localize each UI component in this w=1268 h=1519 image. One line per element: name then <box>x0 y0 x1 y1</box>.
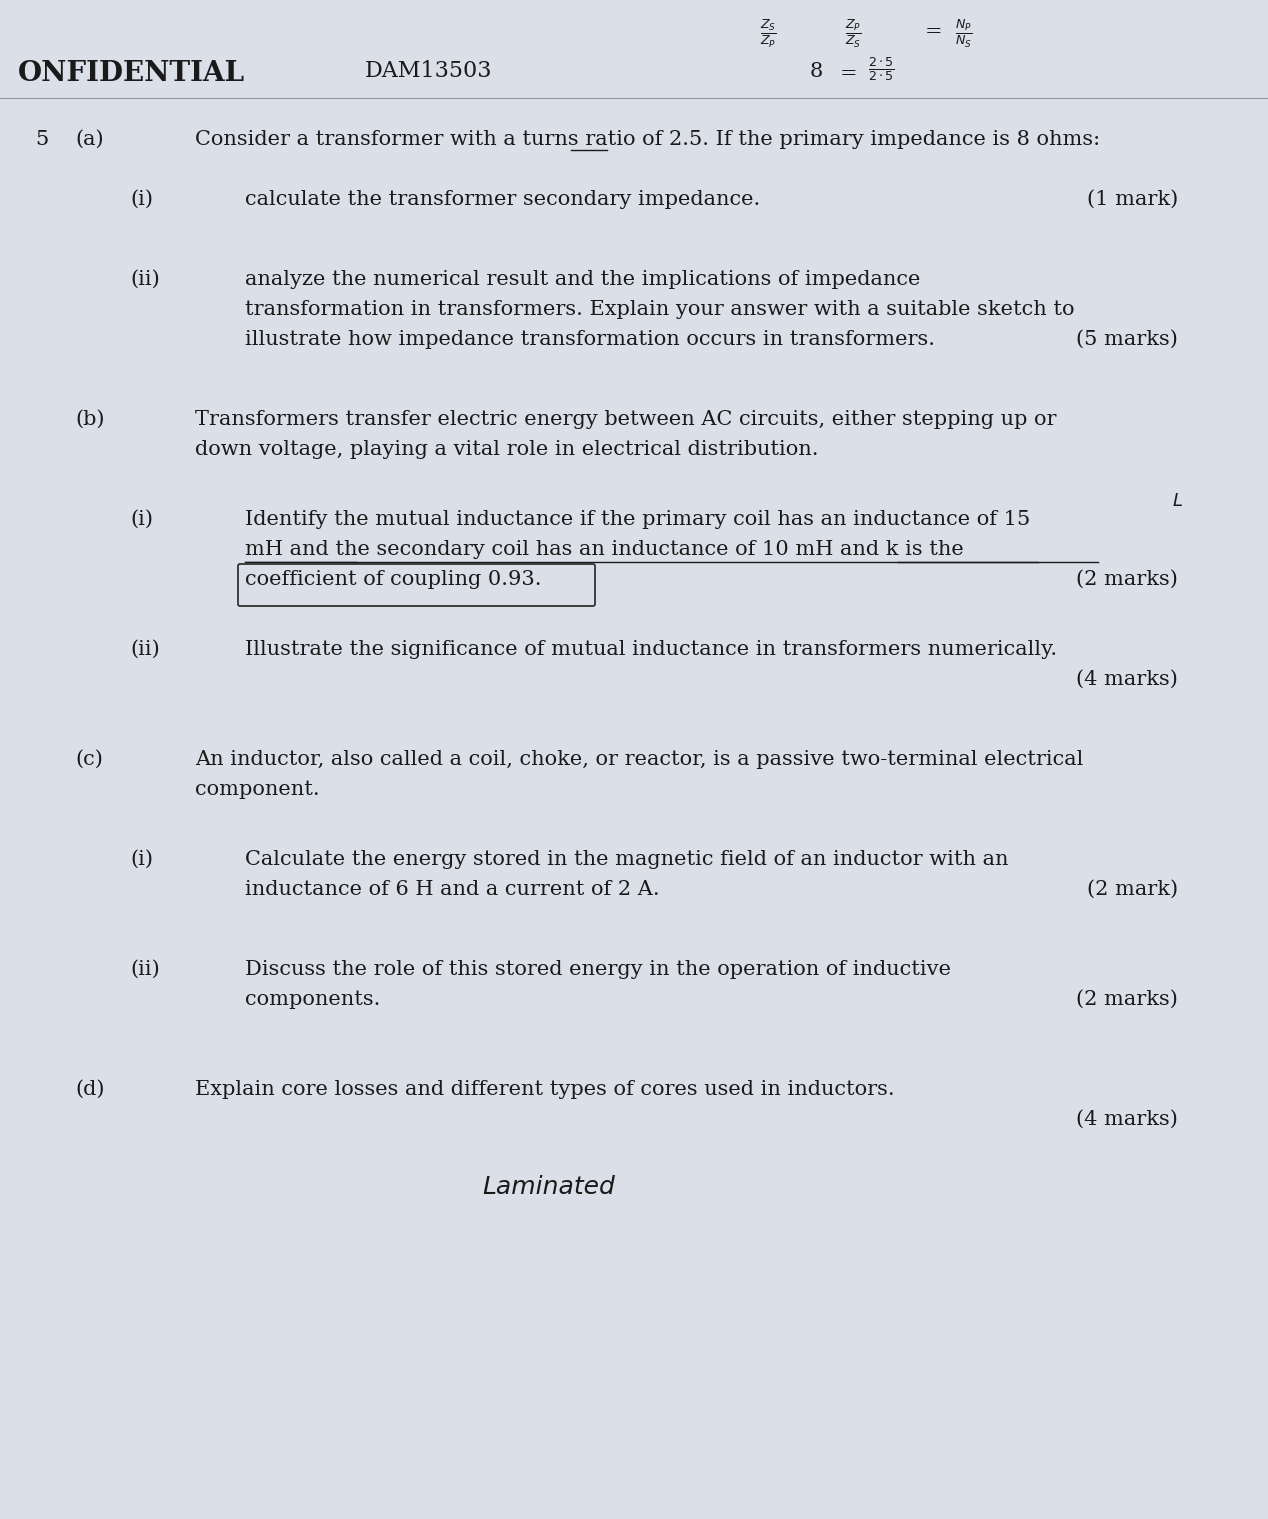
Text: (4 marks): (4 marks) <box>1077 1110 1178 1129</box>
Text: 5: 5 <box>36 131 48 149</box>
Text: (ii): (ii) <box>131 270 160 289</box>
Text: (b): (b) <box>75 410 104 428</box>
Text: An inductor, also called a coil, choke, or reactor, is a passive two-terminal el: An inductor, also called a coil, choke, … <box>195 750 1083 769</box>
Text: L: L <box>1173 492 1183 510</box>
Text: mH and the secondary coil has an inductance of 10 mH and k is the: mH and the secondary coil has an inducta… <box>245 539 964 559</box>
Text: =: = <box>924 21 942 41</box>
Text: (i): (i) <box>131 851 153 869</box>
Text: (2 marks): (2 marks) <box>1077 570 1178 589</box>
Text: transformation in transformers. Explain your answer with a suitable sketch to: transformation in transformers. Explain … <box>245 299 1074 319</box>
Text: (2 marks): (2 marks) <box>1077 990 1178 1009</box>
Text: Explain core losses and different types of cores used in inductors.: Explain core losses and different types … <box>195 1080 895 1100</box>
Text: Discuss the role of this stored energy in the operation of inductive: Discuss the role of this stored energy i… <box>245 960 951 980</box>
Text: $\frac{N_P}{N_S}$: $\frac{N_P}{N_S}$ <box>955 18 973 50</box>
Text: Consider a transformer with a turns ratio of 2.5. If the primary impedance is 8 : Consider a transformer with a turns rati… <box>195 131 1101 149</box>
Text: component.: component. <box>195 779 320 799</box>
Text: =: = <box>839 64 857 84</box>
Text: $\frac{Z_P}{Z_S}$: $\frac{Z_P}{Z_S}$ <box>844 18 862 50</box>
Text: $\frac{2\cdot5}{2\cdot5}$: $\frac{2\cdot5}{2\cdot5}$ <box>869 55 895 84</box>
Text: (4 marks): (4 marks) <box>1077 670 1178 690</box>
Text: Transformers transfer electric energy between AC circuits, either stepping up or: Transformers transfer electric energy be… <box>195 410 1056 428</box>
Text: inductance of 6 H and a current of 2 A.: inductance of 6 H and a current of 2 A. <box>245 880 659 899</box>
Text: $\frac{Z_S}{Z_P}$: $\frac{Z_S}{Z_P}$ <box>760 18 777 50</box>
Text: Illustrate the significance of mutual inductance in transformers numerically.: Illustrate the significance of mutual in… <box>245 639 1058 659</box>
Text: (c): (c) <box>75 750 103 769</box>
Text: Calculate the energy stored in the magnetic field of an inductor with an: Calculate the energy stored in the magne… <box>245 851 1008 869</box>
Text: 8: 8 <box>810 62 823 81</box>
Text: coefficient of coupling 0.93.: coefficient of coupling 0.93. <box>245 570 541 589</box>
Text: DAM13503: DAM13503 <box>365 59 492 82</box>
Text: (1 mark): (1 mark) <box>1087 190 1178 210</box>
Text: (i): (i) <box>131 190 153 210</box>
Text: components.: components. <box>245 990 380 1009</box>
Text: Laminated: Laminated <box>482 1176 615 1198</box>
Text: (d): (d) <box>75 1080 104 1100</box>
Text: ONFIDENTIAL: ONFIDENTIAL <box>18 59 245 87</box>
Text: (ii): (ii) <box>131 639 160 659</box>
Text: calculate the transformer secondary impedance.: calculate the transformer secondary impe… <box>245 190 761 210</box>
Text: (a): (a) <box>75 131 104 149</box>
Text: down voltage, playing a vital role in electrical distribution.: down voltage, playing a vital role in el… <box>195 441 819 459</box>
Text: illustrate how impedance transformation occurs in transformers.: illustrate how impedance transformation … <box>245 330 935 349</box>
Text: analyze the numerical result and the implications of impedance: analyze the numerical result and the imp… <box>245 270 921 289</box>
Text: (ii): (ii) <box>131 960 160 980</box>
Text: (2 mark): (2 mark) <box>1087 880 1178 899</box>
Text: Identify the mutual inductance if the primary coil has an inductance of 15: Identify the mutual inductance if the pr… <box>245 510 1030 529</box>
Text: (5 marks): (5 marks) <box>1077 330 1178 349</box>
Text: (i): (i) <box>131 510 153 529</box>
